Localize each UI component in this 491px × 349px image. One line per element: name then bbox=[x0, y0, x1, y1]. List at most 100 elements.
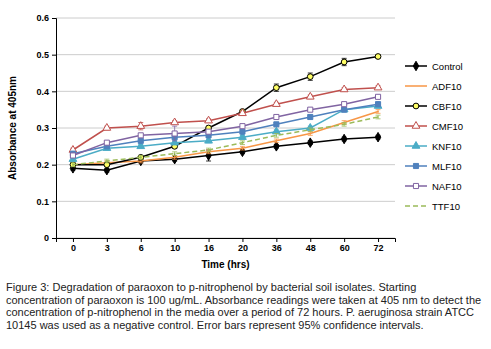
error-bar bbox=[240, 141, 245, 145]
legend-label: CBF10 bbox=[432, 101, 462, 112]
x-axis: 03610162036486072 bbox=[57, 238, 396, 253]
y-tick: 0.4 bbox=[36, 87, 56, 97]
error-bar bbox=[274, 115, 279, 119]
y-tick-mark bbox=[52, 128, 56, 129]
x-tick-label: 36 bbox=[272, 243, 282, 253]
legend-label: KNF10 bbox=[432, 141, 462, 152]
error-bar bbox=[206, 130, 211, 134]
error-bar bbox=[138, 134, 143, 138]
data-point bbox=[240, 124, 245, 129]
x-tick: 6 bbox=[139, 238, 144, 253]
legend-item: MLF10 bbox=[405, 161, 462, 172]
data-point bbox=[274, 122, 279, 127]
plot-area: 00.10.20.30.40.50.603610162036486072 bbox=[36, 13, 395, 253]
y-tick: 0.6 bbox=[36, 13, 56, 23]
y-tick-mark bbox=[52, 165, 56, 166]
data-point bbox=[140, 157, 142, 159]
x-tick-label: 3 bbox=[105, 243, 110, 253]
x-tick-label: 6 bbox=[139, 243, 144, 253]
data-point bbox=[272, 127, 280, 134]
y-tick-mark bbox=[52, 18, 56, 19]
legend-item: CMF10 bbox=[405, 121, 463, 132]
x-tick: 0 bbox=[71, 238, 76, 253]
data-point bbox=[242, 147, 244, 149]
grid bbox=[56, 18, 395, 238]
y-tick-label: 0.6 bbox=[36, 13, 49, 23]
error-bar bbox=[70, 163, 75, 167]
error-bar bbox=[138, 156, 143, 160]
x-tick: 48 bbox=[306, 238, 316, 253]
x-tick-label: 60 bbox=[340, 243, 350, 253]
legend-label: CMF10 bbox=[432, 121, 463, 132]
y-tick: 0.3 bbox=[36, 123, 56, 133]
data-point bbox=[273, 85, 279, 91]
data-point bbox=[376, 94, 381, 99]
error-bar bbox=[342, 108, 347, 112]
error-bar bbox=[342, 102, 347, 106]
x-tick: 16 bbox=[204, 238, 214, 253]
series-line bbox=[73, 137, 378, 170]
error-bar bbox=[274, 123, 279, 127]
series-line bbox=[73, 106, 378, 159]
y-tick-label: 0 bbox=[44, 233, 49, 243]
x-tick: 72 bbox=[374, 238, 384, 253]
y-tick-label: 0.3 bbox=[36, 123, 49, 133]
error-bar bbox=[376, 110, 381, 114]
y-tick-label: 0.5 bbox=[36, 50, 49, 60]
data-point bbox=[104, 140, 109, 145]
error-bar bbox=[376, 102, 381, 106]
error-bar bbox=[138, 139, 143, 143]
data-point bbox=[276, 135, 278, 137]
data-point bbox=[307, 74, 313, 80]
y-tick: 0.2 bbox=[36, 160, 56, 170]
data-point bbox=[342, 102, 347, 107]
data-point bbox=[103, 124, 111, 131]
data-point bbox=[376, 102, 381, 107]
y-tick-mark bbox=[52, 201, 56, 202]
data-point bbox=[343, 124, 345, 126]
data-point bbox=[274, 114, 279, 119]
error-bar bbox=[308, 128, 313, 132]
caption: Figure 3: Degradation of paraoxon to p-n… bbox=[6, 281, 484, 331]
x-axis-title: Time (hrs) bbox=[201, 259, 249, 270]
error-bar bbox=[342, 58, 347, 65]
data-point bbox=[174, 157, 176, 159]
data-point bbox=[276, 140, 278, 142]
series bbox=[70, 115, 380, 166]
data-point bbox=[138, 138, 143, 143]
data-point bbox=[272, 100, 280, 107]
error-bar bbox=[274, 134, 279, 138]
y-tick-label: 0.4 bbox=[36, 87, 49, 97]
y-tick: 0.1 bbox=[36, 197, 56, 207]
y-tick-mark bbox=[52, 91, 56, 92]
data-point bbox=[239, 109, 247, 116]
data-point bbox=[341, 59, 347, 65]
x-tick-mark bbox=[378, 238, 379, 242]
error-bar bbox=[342, 108, 347, 112]
x-tick-mark bbox=[242, 238, 243, 242]
data-point bbox=[70, 153, 75, 158]
y-tick: 0 bbox=[44, 233, 56, 243]
y-axis-title: Absorbance at 405nm bbox=[7, 76, 18, 180]
x-tick-mark bbox=[175, 238, 176, 242]
error-bar bbox=[172, 156, 177, 160]
x-tick-mark bbox=[344, 238, 345, 242]
data-point bbox=[375, 132, 380, 141]
series bbox=[70, 54, 381, 168]
legend-label: Control bbox=[432, 61, 463, 72]
x-tick-mark bbox=[310, 238, 311, 242]
error-bar bbox=[308, 132, 313, 136]
error-bar bbox=[240, 130, 245, 134]
legend-item: NAF10 bbox=[405, 181, 462, 192]
data-point bbox=[375, 54, 381, 60]
x-tick: 3 bbox=[105, 238, 110, 253]
legend-label: TTF10 bbox=[432, 201, 460, 212]
error-bar bbox=[240, 146, 245, 150]
x-tick-mark bbox=[276, 238, 277, 242]
x-tick-label: 10 bbox=[170, 243, 180, 253]
legend-item: CBF10 bbox=[405, 101, 462, 112]
data-point bbox=[342, 107, 347, 112]
legend-marker bbox=[413, 61, 418, 70]
legend-item: TTF10 bbox=[405, 201, 460, 212]
x-tick-label: 0 bbox=[71, 243, 76, 253]
